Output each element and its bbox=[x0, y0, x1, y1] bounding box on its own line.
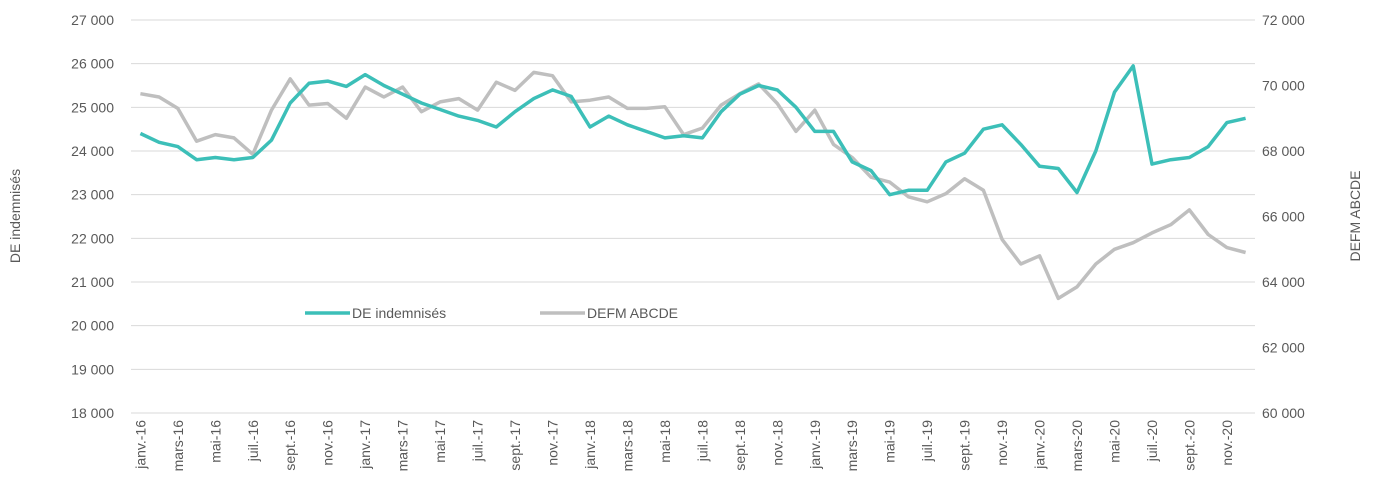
x-tick-label: juil.-17 bbox=[470, 420, 486, 462]
x-tick-label: sept.-18 bbox=[732, 420, 748, 471]
y-tick-label: 24 000 bbox=[71, 143, 114, 159]
x-tick-label: juil.-16 bbox=[245, 420, 261, 462]
x-tick-label: nov.-20 bbox=[1219, 420, 1235, 466]
y2-tick-label: 60 000 bbox=[1262, 405, 1305, 421]
x-tick-label: juil.-18 bbox=[694, 420, 710, 462]
y-tick-label: 20 000 bbox=[71, 318, 114, 334]
y-tick-label: 27 000 bbox=[71, 12, 114, 28]
x-tick-label: mars-17 bbox=[395, 420, 411, 472]
x-tick-label: janv.-18 bbox=[582, 420, 598, 470]
x-tick-label: nov.-17 bbox=[545, 420, 561, 466]
x-tick-label: nov.-18 bbox=[769, 420, 785, 466]
y2-tick-label: 68 000 bbox=[1262, 143, 1305, 159]
x-tick-label: nov.-19 bbox=[994, 420, 1010, 466]
x-tick-label: mai-18 bbox=[657, 420, 673, 463]
y2-tick-label: 70 000 bbox=[1262, 78, 1305, 94]
x-tick-label: mai-17 bbox=[432, 420, 448, 463]
x-tick-label: mai-19 bbox=[882, 420, 898, 463]
y-axis-title: DE indemnisés bbox=[7, 169, 23, 263]
x-tick-label: janv.-19 bbox=[807, 420, 823, 470]
x-tick-label: juil.-19 bbox=[919, 420, 935, 462]
x-tick-label: janv.-17 bbox=[357, 420, 373, 470]
x-tick-label: mai-16 bbox=[207, 420, 223, 463]
x-tick-label: mai-20 bbox=[1107, 420, 1123, 463]
x-tick-label: nov.-16 bbox=[320, 420, 336, 466]
x-tick-label: juil.-20 bbox=[1144, 420, 1160, 462]
x-tick-label: mars-18 bbox=[619, 420, 635, 472]
x-tick-label: sept.-20 bbox=[1181, 420, 1197, 471]
data-line bbox=[140, 70, 1247, 301]
y-tick-label: 21 000 bbox=[71, 274, 114, 290]
y-tick-label: 25 000 bbox=[71, 99, 114, 115]
y2-tick-label: 64 000 bbox=[1262, 274, 1305, 290]
x-tick-label: mars-19 bbox=[844, 420, 860, 472]
y2-axis-title: DEFM ABCDE bbox=[1347, 170, 1363, 261]
legend-label: DE indemnisés bbox=[352, 305, 446, 321]
x-tick-label: mars-16 bbox=[170, 420, 186, 472]
y-tick-label: 19 000 bbox=[71, 361, 114, 377]
x-tick-label: mars-20 bbox=[1069, 420, 1085, 472]
y-tick-label: 26 000 bbox=[71, 56, 114, 72]
y-tick-label: 22 000 bbox=[71, 230, 114, 246]
y-tick-label: 23 000 bbox=[71, 187, 114, 203]
y2-tick-label: 62 000 bbox=[1262, 340, 1305, 356]
x-tick-label: sept.-16 bbox=[282, 420, 298, 471]
data-line bbox=[139, 64, 1246, 197]
x-tick-label: janv.-20 bbox=[1032, 420, 1048, 470]
x-tick-label: sept.-17 bbox=[507, 420, 523, 471]
x-tick-label: sept.-19 bbox=[957, 420, 973, 471]
y2-tick-label: 72 000 bbox=[1262, 12, 1305, 28]
legend-label: DEFM ABCDE bbox=[587, 305, 678, 321]
x-tick-label: janv.-16 bbox=[132, 420, 148, 470]
y-tick-label: 18 000 bbox=[71, 405, 114, 421]
y2-tick-label: 66 000 bbox=[1262, 209, 1305, 225]
